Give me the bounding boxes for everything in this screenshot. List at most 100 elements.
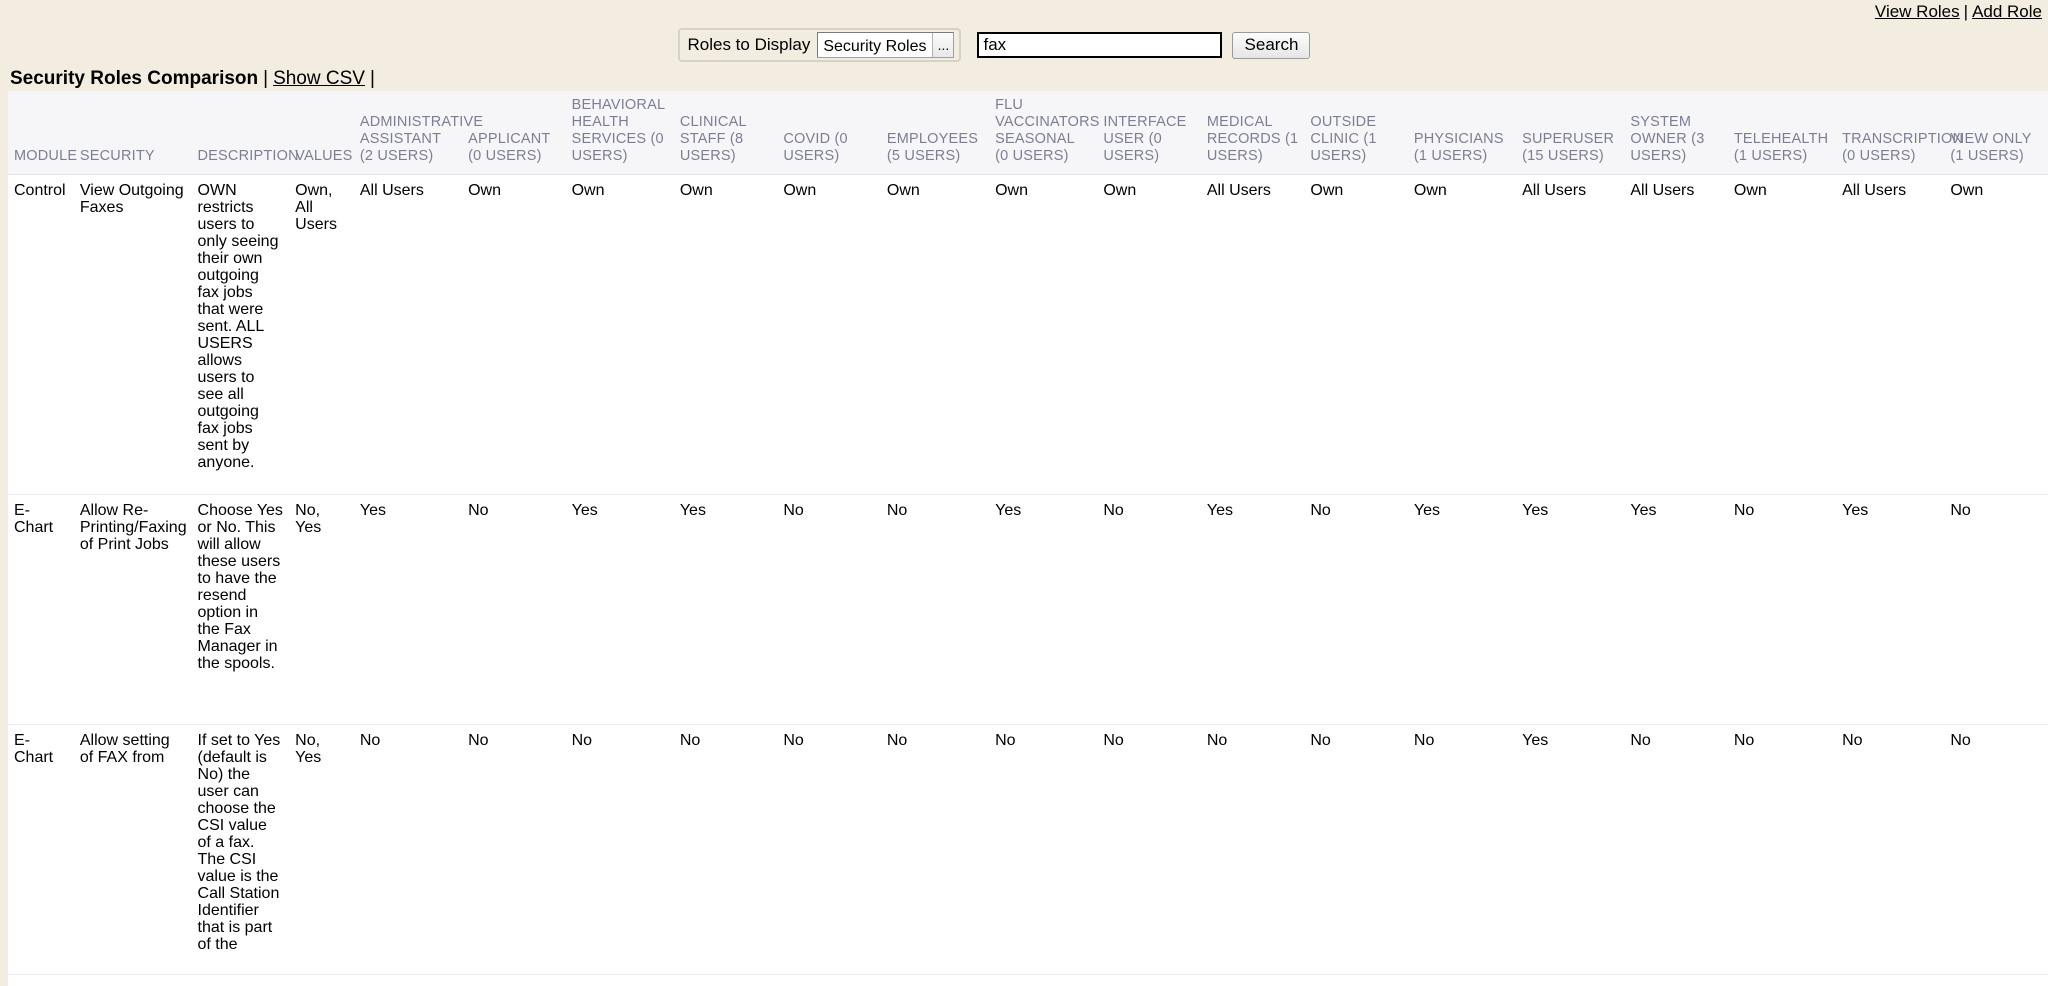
page-title: Security Roles Comparison <box>10 68 259 89</box>
cell-security: View Outgoing Faxes <box>73 174 192 495</box>
col-header-transcription[interactable]: TRANSCRIPTION (0 USERS) <box>1836 91 1963 175</box>
roles-select-value: Security Roles <box>823 38 927 55</box>
cell-role-value: No <box>462 494 566 725</box>
top-links-separator: | <box>1963 2 1969 21</box>
col-header-administrative-assistant[interactable]: ADMINISTRATIVE ASSISTANT (2 USERS) <box>353 91 483 175</box>
col-header-behavioral-health-services[interactable]: BEHAVIORAL HEALTH SERVICES (0 USERS) <box>565 91 674 175</box>
cell-role-value: No <box>1836 724 1945 975</box>
table-row[interactable]: Control View Outgoing Faxes OWN restrict… <box>8 174 2048 495</box>
cell-role-value: No <box>1407 724 1517 975</box>
cell-role-value: Yes <box>1836 494 1945 725</box>
cell-module: E-Chart <box>8 494 74 725</box>
cell-role-value: No <box>1727 494 1837 725</box>
cell-role-value: Yes <box>673 494 778 725</box>
col-header-security[interactable]: SECURITY <box>73 91 192 175</box>
cell-role-value: Yes <box>1200 494 1305 725</box>
cell-role-value: Own <box>880 174 990 495</box>
cell-description: If set to Yes (default is No) the user c… <box>191 724 290 975</box>
cell-role-value: Own <box>1407 174 1517 495</box>
roles-select-ellipsis-button[interactable]: ... <box>932 33 954 57</box>
cell-role-value: No <box>1200 724 1305 975</box>
col-header-applicant[interactable]: APPLICANT (0 USERS) <box>462 91 566 175</box>
col-header-module[interactable]: MODULE <box>8 91 77 175</box>
col-header-interface-user[interactable]: INTERFACE USER (0 USERS) <box>1097 91 1201 175</box>
cell-module: E-Chart <box>8 724 74 975</box>
col-header-superuser[interactable]: SUPERUSER (15 USERS) <box>1516 91 1625 175</box>
cell-role-value: No <box>1304 724 1408 975</box>
cell-role-value: No <box>1944 724 2048 975</box>
cell-role-value: Own <box>565 174 674 495</box>
cell-role-value: Yes <box>1407 494 1517 725</box>
cell-role-value: Yes <box>989 494 1098 725</box>
cell-role-value: Own <box>1727 174 1837 495</box>
view-roles-link[interactable]: View Roles <box>1874 2 1960 21</box>
cell-role-value: No <box>880 494 990 725</box>
cell-role-value: No <box>1944 494 2048 725</box>
cell-role-value: Yes <box>353 494 463 725</box>
search-input[interactable] <box>977 32 1223 58</box>
cell-role-value: No <box>462 724 566 975</box>
cell-module: Control <box>8 174 74 495</box>
search-toolbar: Roles to Display Security Roles ... Sear… <box>0 28 2048 62</box>
table-row[interactable]: E-Chart Allow setting of FAX from If set… <box>8 724 2048 975</box>
top-links-bar: View Roles | Add Role <box>1875 2 2042 22</box>
cell-role-value: Own <box>1304 174 1408 495</box>
comparison-table-container[interactable]: MODULE SECURITY DESCRIPTION VALUES ADMIN… <box>8 91 2048 986</box>
cell-role-value: Own <box>777 174 881 495</box>
cell-description: Choose Yes or No. This will allow these … <box>191 494 290 725</box>
cell-role-value: No <box>880 724 990 975</box>
cell-role-value: All Users <box>1624 174 1728 495</box>
col-header-description[interactable]: DESCRIPTION <box>191 91 299 175</box>
cell-role-value: No <box>565 724 674 975</box>
show-csv-link[interactable]: Show CSV <box>273 68 365 89</box>
cell-role-value: All Users <box>1200 174 1305 495</box>
cell-role-value: Own <box>1097 174 1201 495</box>
title-separator-1: | <box>263 68 269 89</box>
cell-role-value: No <box>673 724 778 975</box>
col-header-physicians[interactable]: PHYSICIANS (1 USERS) <box>1407 91 1517 175</box>
table-row[interactable]: E-Chart Allow Re-Printing/Faxing of Prin… <box>8 494 2048 725</box>
cell-role-value: No <box>353 724 463 975</box>
cell-role-value: Own <box>989 174 1098 495</box>
title-separator-2: | <box>369 68 375 89</box>
col-header-covid[interactable]: COVID (0 USERS) <box>777 91 881 175</box>
col-header-system-owner[interactable]: SYSTEM OWNER (3 USERS) <box>1624 91 1728 175</box>
cell-role-value: Yes <box>565 494 674 725</box>
col-header-outside-clinic[interactable]: OUTSIDE CLINIC (1 USERS) <box>1304 91 1408 175</box>
cell-values: Own, All Users <box>289 174 354 495</box>
cell-role-value: No <box>1304 494 1408 725</box>
table-header-row: MODULE SECURITY DESCRIPTION VALUES ADMIN… <box>8 91 2048 175</box>
col-header-values[interactable]: VALUES <box>289 91 354 175</box>
cell-role-value: No <box>1727 724 1837 975</box>
col-header-view-only[interactable]: VIEW ONLY (1 USERS) <box>1944 91 2048 175</box>
cell-description: OWN restricts users to only seeing their… <box>191 174 290 495</box>
col-header-employees[interactable]: EMPLOYEES (5 USERS) <box>880 91 990 175</box>
cell-role-value: Yes <box>1516 494 1625 725</box>
roles-select[interactable]: Security Roles ... <box>817 32 955 58</box>
col-header-flu-vaccinators-seasonal[interactable]: FLU VACCINATORS SEASONAL (0 USERS) <box>989 91 1099 175</box>
cell-role-value: Own <box>462 174 566 495</box>
cell-values: No, Yes <box>289 494 354 725</box>
cell-role-value: Own <box>1944 174 2048 495</box>
page-title-bar: Security Roles Comparison | Show CSV | <box>10 68 380 90</box>
cell-role-value: All Users <box>1836 174 1945 495</box>
table-head: MODULE SECURITY DESCRIPTION VALUES ADMIN… <box>8 91 2048 175</box>
add-role-link[interactable]: Add Role <box>1972 2 2042 21</box>
roles-to-display-group: Roles to Display Security Roles ... <box>677 28 962 62</box>
cell-security: Allow setting of FAX from <box>73 724 192 975</box>
cell-values: No, Yes <box>289 724 354 975</box>
cell-role-value: Own <box>673 174 778 495</box>
col-header-medical-records[interactable]: MEDICAL RECORDS (1 USERS) <box>1200 91 1305 175</box>
cell-role-value: Yes <box>1624 494 1728 725</box>
cell-role-value: No <box>1097 494 1201 725</box>
security-roles-comparison-table: MODULE SECURITY DESCRIPTION VALUES ADMIN… <box>8 91 2048 975</box>
cell-role-value: No <box>1097 724 1201 975</box>
col-header-telehealth[interactable]: TELEHEALTH (1 USERS) <box>1727 91 1837 175</box>
col-header-clinical-staff[interactable]: CLINICAL STAFF (8 USERS) <box>673 91 778 175</box>
roles-to-display-label: Roles to Display <box>687 35 811 54</box>
search-button[interactable]: Search <box>1232 31 1311 59</box>
cell-role-value: Yes <box>1516 724 1625 975</box>
cell-role-value: No <box>777 724 881 975</box>
cell-role-value: All Users <box>1516 174 1625 495</box>
cell-security: Allow Re-Printing/Faxing of Print Jobs <box>73 494 192 725</box>
